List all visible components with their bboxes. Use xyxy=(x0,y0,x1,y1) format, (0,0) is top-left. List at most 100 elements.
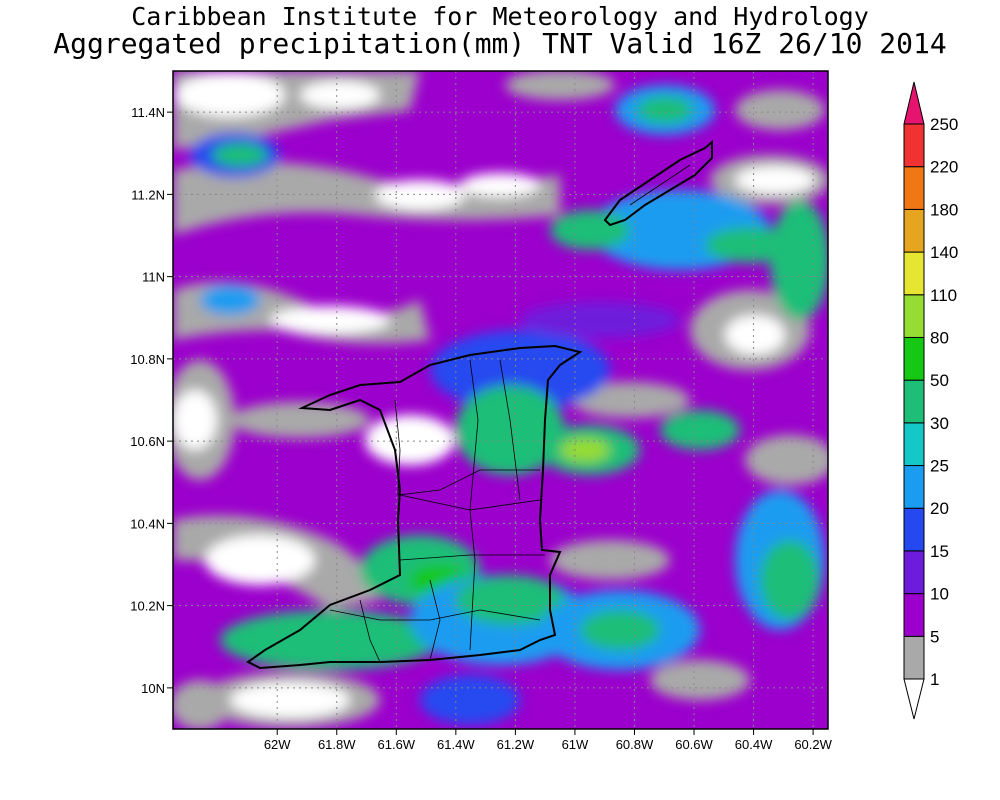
field-green-nw xyxy=(212,143,268,167)
colorbar-label: 180 xyxy=(930,200,958,219)
y-tick-label: 10.6N xyxy=(130,434,165,449)
colorbar-bin xyxy=(903,593,925,637)
field-green-ne xyxy=(637,96,693,124)
field-grey-c xyxy=(570,382,690,418)
map-grid xyxy=(173,71,828,729)
colorbar-bin xyxy=(903,123,925,168)
x-tick-label: 61W xyxy=(562,737,589,752)
boundary-tobago xyxy=(629,164,691,206)
trinidad-coast xyxy=(246,344,583,670)
field-white-gulf xyxy=(365,415,455,465)
colorbar-label: 110 xyxy=(930,286,957,305)
field-green-se xyxy=(580,610,660,650)
colorbar-label: 20 xyxy=(930,499,949,518)
colorbar-bin xyxy=(903,379,925,424)
field-white-n xyxy=(300,81,380,109)
field-green-trin-n xyxy=(455,385,565,475)
chart-title: Caribbean Institute for Meteorology and … xyxy=(131,2,869,31)
colorbar-bin xyxy=(903,507,925,552)
x-tick-label: 61.2W xyxy=(497,737,535,752)
field-green-e xyxy=(760,540,820,620)
field-green-e2 xyxy=(660,410,740,450)
boundary-vertical xyxy=(469,359,479,651)
field-grey-band xyxy=(173,162,560,235)
boundary-south2 xyxy=(359,599,381,663)
field-grey-ne2 xyxy=(735,90,825,130)
precipitation-field xyxy=(173,71,828,729)
y-tick-label: 11.2N xyxy=(131,187,165,202)
field-grey-gulf xyxy=(230,402,370,438)
field-grey-e3 xyxy=(745,435,828,485)
colorbar-label: 250 xyxy=(930,115,958,134)
field-grey-n xyxy=(505,71,615,100)
chart-subtitle: Aggregated precipitation(mm) TNT Valid 1… xyxy=(53,27,947,60)
y-tick-label: 10.2N xyxy=(130,599,165,614)
map-frame xyxy=(172,70,829,730)
colorbar-bin xyxy=(903,550,925,595)
field-blue-s xyxy=(420,675,520,725)
colorbar-label: 1 xyxy=(930,670,939,689)
colorbar-label: 15 xyxy=(930,542,949,561)
colorbar-label: 5 xyxy=(930,627,939,646)
field-lightgreen-east xyxy=(560,438,610,462)
colorbar-label: 25 xyxy=(930,457,949,476)
colorbar-bin xyxy=(903,465,925,509)
field-white-ne xyxy=(735,166,815,194)
y-tick-label: 10.4N xyxy=(130,516,165,531)
y-tick-label: 11N xyxy=(142,270,165,285)
x-tick-label: 60.4W xyxy=(735,737,773,752)
field-green-tobago xyxy=(550,210,630,250)
boundary-north xyxy=(394,399,540,496)
field-white-nw xyxy=(175,73,285,117)
field-green-s xyxy=(455,575,565,625)
x-tick-label: 61.4W xyxy=(437,737,475,752)
x-tick-label: 61.8W xyxy=(318,737,356,752)
colorbar-bin xyxy=(903,81,925,125)
field-cyan-w xyxy=(200,285,260,315)
colorbar-label: 80 xyxy=(930,328,949,347)
colorbar-bin xyxy=(903,251,925,296)
boundary-south xyxy=(329,609,541,621)
y-tick-label: 11.4N xyxy=(131,105,165,120)
colorbar-label: 220 xyxy=(930,158,958,177)
colorbar-label: 30 xyxy=(930,414,949,433)
field-blue-trin-n xyxy=(430,330,610,410)
y-tick-label: 10N xyxy=(141,681,165,696)
coastlines xyxy=(246,139,713,670)
colorbar-bin xyxy=(903,208,925,253)
field-violet-c xyxy=(520,302,680,338)
colorbar-label: 140 xyxy=(930,243,958,262)
x-axis: 62W 61.8W 61.6W 61.4W 61.2W 61W 60.8W 60.6W 60.4… xyxy=(264,729,833,752)
x-tick-label: 60.6W xyxy=(675,737,713,752)
field-grey-se xyxy=(550,540,670,580)
field-green-sw xyxy=(220,610,440,670)
field-white-s xyxy=(230,682,350,718)
colorbar-bin xyxy=(903,635,925,680)
field-white-w2 xyxy=(173,390,217,450)
colorbar-bin xyxy=(903,336,925,381)
field-white-sw xyxy=(205,535,315,585)
x-tick-label: 61.6W xyxy=(378,737,416,752)
y-tick-label: 10.8N xyxy=(130,352,165,367)
field-white-e xyxy=(725,315,785,355)
field-grey-sw2 xyxy=(173,680,230,729)
colorbar-bin xyxy=(903,294,925,338)
colorbar-label: 50 xyxy=(930,371,949,390)
admin-boundaries xyxy=(329,164,691,663)
colorbar-bin xyxy=(903,166,925,210)
field-green-e3 xyxy=(770,200,828,320)
field-white-band xyxy=(375,180,465,210)
field-grey-se2 xyxy=(650,660,750,700)
field-white-w xyxy=(270,306,390,334)
boundary-central2 xyxy=(399,554,545,561)
y-axis: 10N 10.2N 10.4N 10.6N 10.8N 11N 11.2N 11.4N xyxy=(130,105,173,696)
colorbar-label: 10 xyxy=(930,585,949,604)
x-tick-label: 60.2W xyxy=(794,737,832,752)
x-tick-label: 60.8W xyxy=(616,737,654,752)
boundary-east xyxy=(499,359,521,501)
colorbar-bin xyxy=(903,678,925,720)
boundary-south3 xyxy=(429,579,441,661)
field-white-band2 xyxy=(460,173,540,197)
